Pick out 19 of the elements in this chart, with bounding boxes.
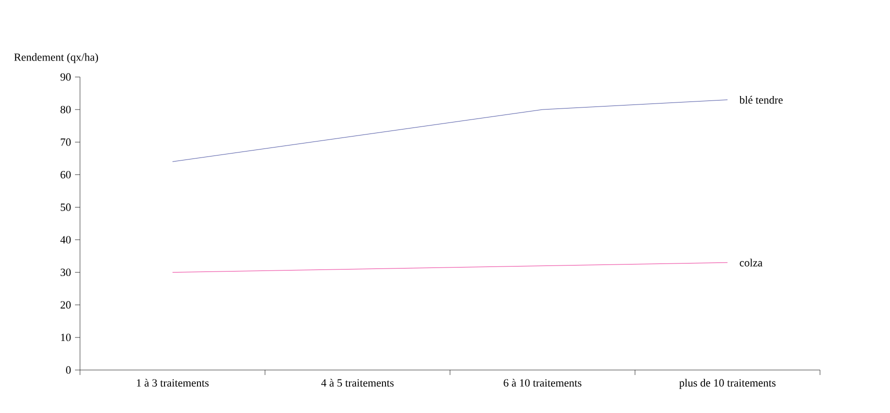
- x-tick-label: 6 à 10 traitements: [504, 378, 582, 387]
- y-tick-label: 70: [60, 138, 71, 146]
- y-tick-label: 40: [60, 236, 71, 244]
- line-series: [172, 100, 728, 162]
- y-tick-label: 60: [60, 170, 71, 178]
- x-tick-label: plus de 10 traitements: [679, 378, 776, 389]
- y-tick-label: 80: [60, 106, 71, 114]
- y-tick-label: 30: [60, 268, 71, 276]
- line-series: [172, 262, 728, 273]
- y-tick-label: 50: [60, 204, 71, 211]
- x-tick-label: 1 à 3 traitements: [136, 378, 209, 387]
- y-tick-label: 20: [60, 301, 71, 309]
- x-tick-label: 4 à 5 traitements: [321, 378, 394, 387]
- series-label: colza: [740, 258, 762, 266]
- y-tick-label: 90: [60, 73, 71, 81]
- y-axis-title: Rendement (qx/ha): [14, 53, 98, 64]
- series-label: blé tendre: [739, 96, 783, 104]
- y-tick-label: 10: [61, 334, 71, 342]
- y-tick-label: 0: [66, 366, 71, 374]
